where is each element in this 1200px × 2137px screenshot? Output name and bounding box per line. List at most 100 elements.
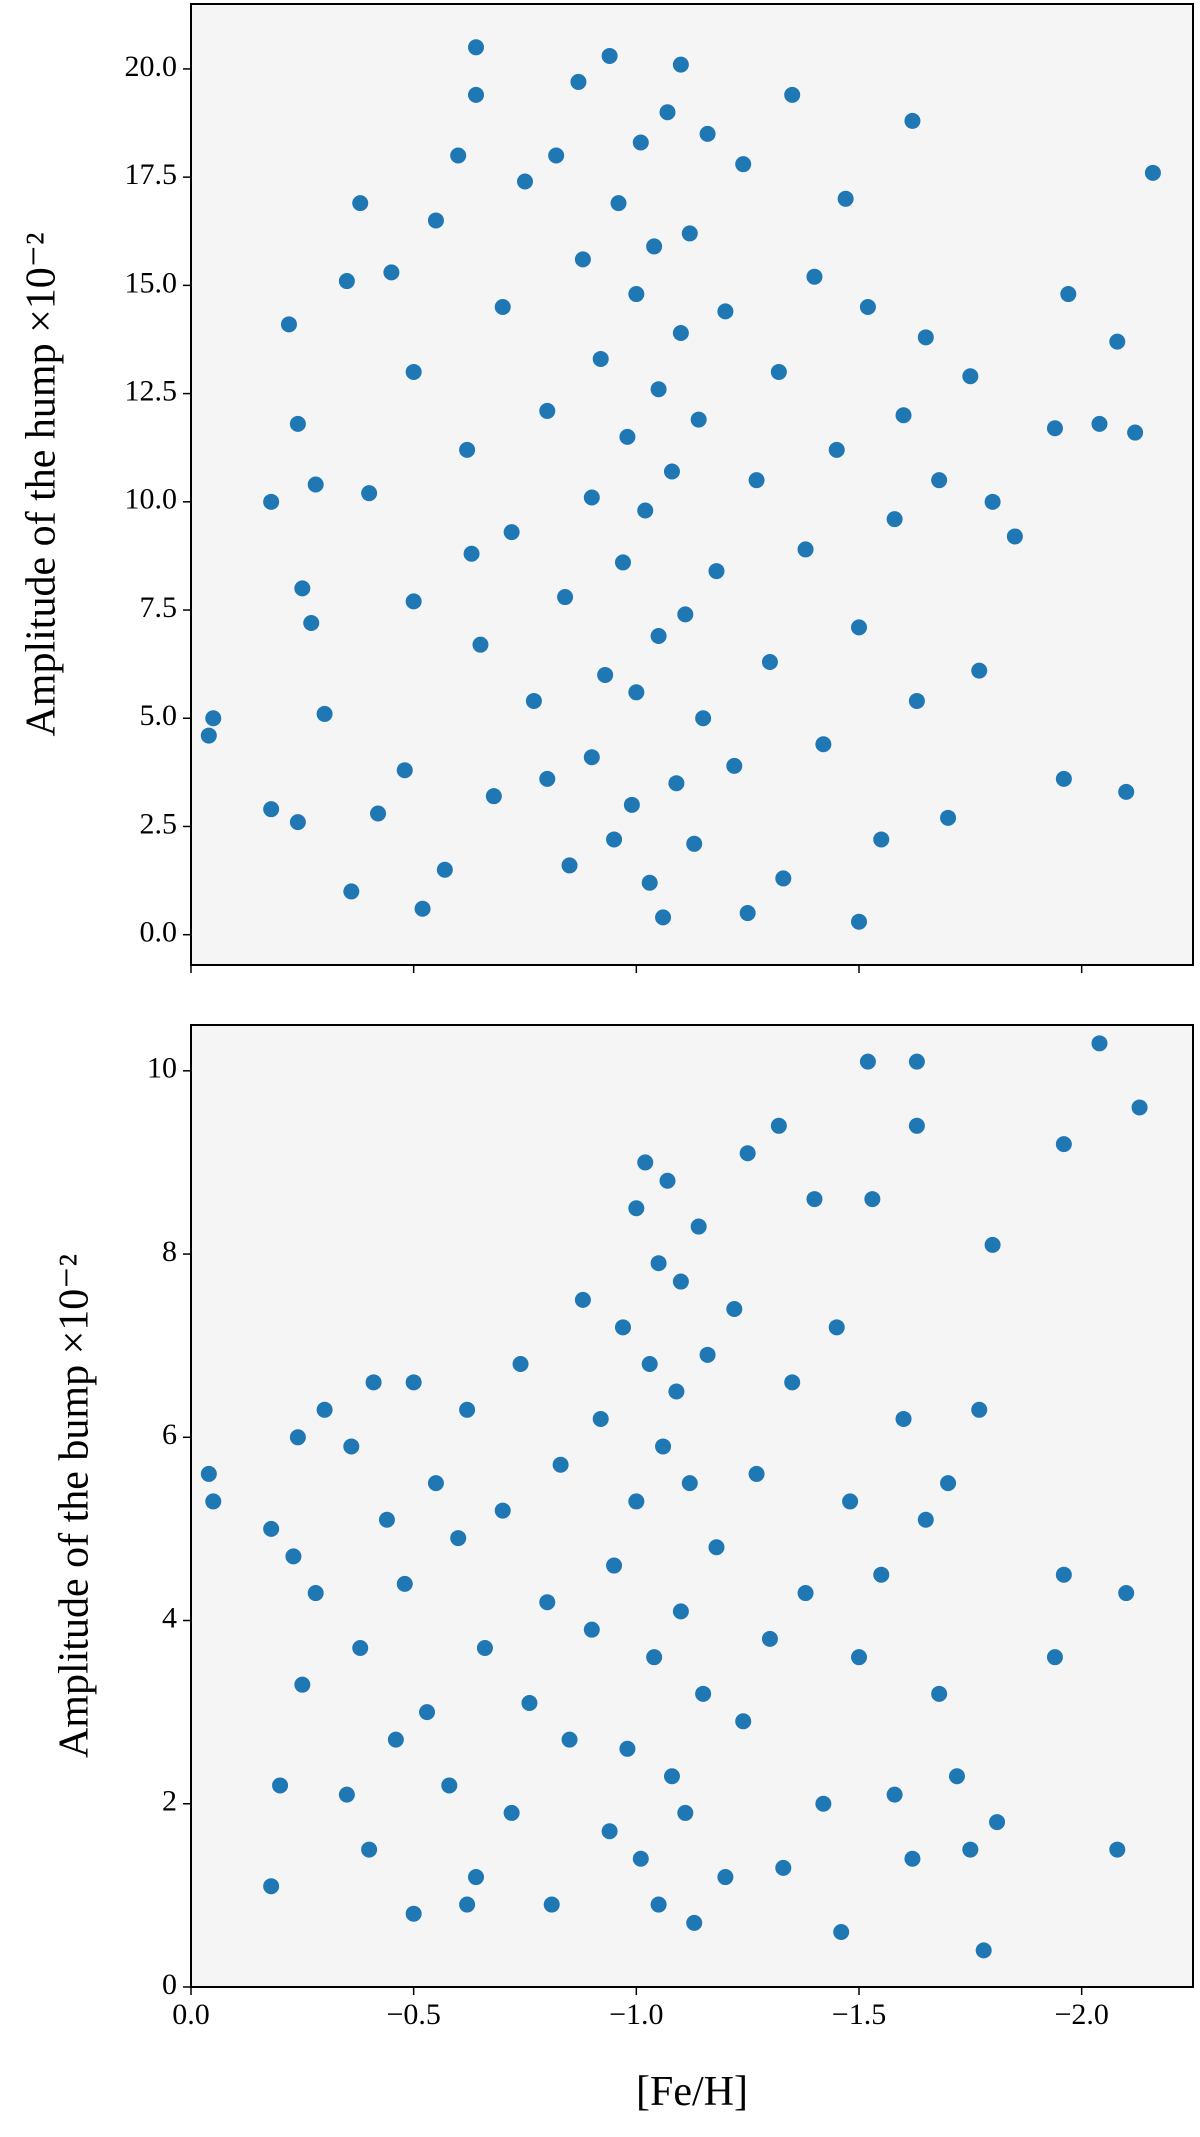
scatter-point xyxy=(770,1117,787,1134)
scatter-point xyxy=(859,1053,876,1070)
scatter-point xyxy=(539,402,556,419)
y-tick-label: 5.0 xyxy=(140,699,178,732)
scatter-point xyxy=(681,1475,698,1492)
scatter-point xyxy=(539,1594,556,1611)
scatter-point xyxy=(552,1456,569,1473)
y-tick-label: 2.5 xyxy=(140,807,178,840)
scatter-point xyxy=(574,1291,591,1308)
scatter-point xyxy=(1055,770,1072,787)
y-tick-label: 7.5 xyxy=(140,591,178,624)
scatter-point xyxy=(686,835,703,852)
scatter-point xyxy=(365,1374,382,1391)
scatter-point xyxy=(405,1905,422,1922)
scatter-point xyxy=(1060,286,1077,303)
scatter-point xyxy=(797,541,814,558)
scatter-point xyxy=(472,636,489,653)
plot-frame xyxy=(190,3,1194,966)
scatter-point xyxy=(468,86,485,103)
scatter-point xyxy=(806,268,823,285)
scatter-point xyxy=(396,762,413,779)
scatter-point xyxy=(614,554,631,571)
scatter-point xyxy=(681,225,698,242)
scatter-point xyxy=(450,147,467,164)
scatter-point xyxy=(908,1053,925,1070)
scatter-point xyxy=(338,273,355,290)
scatter-point xyxy=(650,628,667,645)
scatter-point xyxy=(628,286,645,303)
scatter-point xyxy=(668,775,685,792)
plot-area xyxy=(191,4,1193,965)
scatter-point xyxy=(610,195,627,212)
scatter-point xyxy=(931,1685,948,1702)
scatter-point xyxy=(503,1804,520,1821)
y-axis-label: Amplitude of the hump ×10⁻² xyxy=(19,232,65,736)
scatter-point xyxy=(294,1676,311,1693)
y-tick-label: 0 xyxy=(162,1968,177,2001)
scatter-point xyxy=(601,47,618,64)
scatter-point xyxy=(984,1236,1001,1253)
scatter-point xyxy=(307,1585,324,1602)
scatter-point xyxy=(628,1493,645,1510)
scatter-point xyxy=(886,511,903,528)
scatter-point xyxy=(583,1621,600,1638)
scatter-point xyxy=(975,1942,992,1959)
scatter-point xyxy=(655,1438,672,1455)
scatter-point xyxy=(383,264,400,281)
scatter-point xyxy=(637,1154,654,1171)
scatter-point xyxy=(343,883,360,900)
scatter-point xyxy=(570,73,587,90)
scatter-point xyxy=(908,692,925,709)
y-tick-label: 15.0 xyxy=(125,266,178,299)
scatter-point xyxy=(606,1557,623,1574)
scatter-point xyxy=(739,1145,756,1162)
scatter-point xyxy=(672,324,689,341)
scatter-point xyxy=(539,770,556,787)
scatter-point xyxy=(459,441,476,458)
scatter-point xyxy=(623,796,640,813)
scatter-point xyxy=(419,1704,436,1721)
scatter-point xyxy=(833,1924,850,1941)
scatter-point xyxy=(503,524,520,541)
scatter-point xyxy=(485,788,502,805)
scatter-point xyxy=(940,1475,957,1492)
scatter-point xyxy=(463,545,480,562)
scatter-point xyxy=(614,1319,631,1336)
scatter-point xyxy=(895,1410,912,1427)
y-tick-label: 2 xyxy=(162,1785,177,1818)
scatter-point xyxy=(695,1685,712,1702)
x-tick-label: 0.0 xyxy=(172,1998,210,2031)
scatter-point xyxy=(851,619,867,636)
x-tick-label: −1.5 xyxy=(832,1998,886,2031)
scatter-point xyxy=(726,1301,743,1318)
scatter-point xyxy=(690,1218,707,1235)
scatter-point xyxy=(263,801,280,818)
scatter-point xyxy=(307,476,324,493)
scatter-point xyxy=(285,1548,302,1565)
scatter-point xyxy=(338,1786,355,1803)
scatter-point xyxy=(316,705,333,722)
scatter-point xyxy=(828,441,845,458)
scatter-point xyxy=(405,593,422,610)
scatter-point xyxy=(663,1768,680,1785)
scatter-point xyxy=(886,1786,903,1803)
scatter-point xyxy=(441,1777,458,1794)
y-tick-label: 8 xyxy=(162,1235,177,1268)
scatter-point xyxy=(294,580,311,597)
scatter-point xyxy=(686,1914,703,1931)
y-tick-label: 20.0 xyxy=(125,50,178,83)
scatter-point xyxy=(784,1374,801,1391)
scatter-point xyxy=(770,363,787,380)
y-tick-label: 6 xyxy=(162,1418,177,1451)
x-tick-label: −2.0 xyxy=(1054,1998,1108,2031)
scatter-point xyxy=(851,1649,867,1666)
scatter-point xyxy=(597,666,614,683)
y-axis-label: Amplitude of the bump ×10⁻² xyxy=(52,1254,98,1758)
scatter-point xyxy=(917,329,934,346)
scatter-point xyxy=(650,381,667,398)
scatter-point xyxy=(200,727,217,744)
scatter-point xyxy=(837,190,854,207)
scatter-point xyxy=(272,1777,289,1794)
scatter-point xyxy=(263,1878,280,1895)
scatter-point xyxy=(517,173,533,190)
